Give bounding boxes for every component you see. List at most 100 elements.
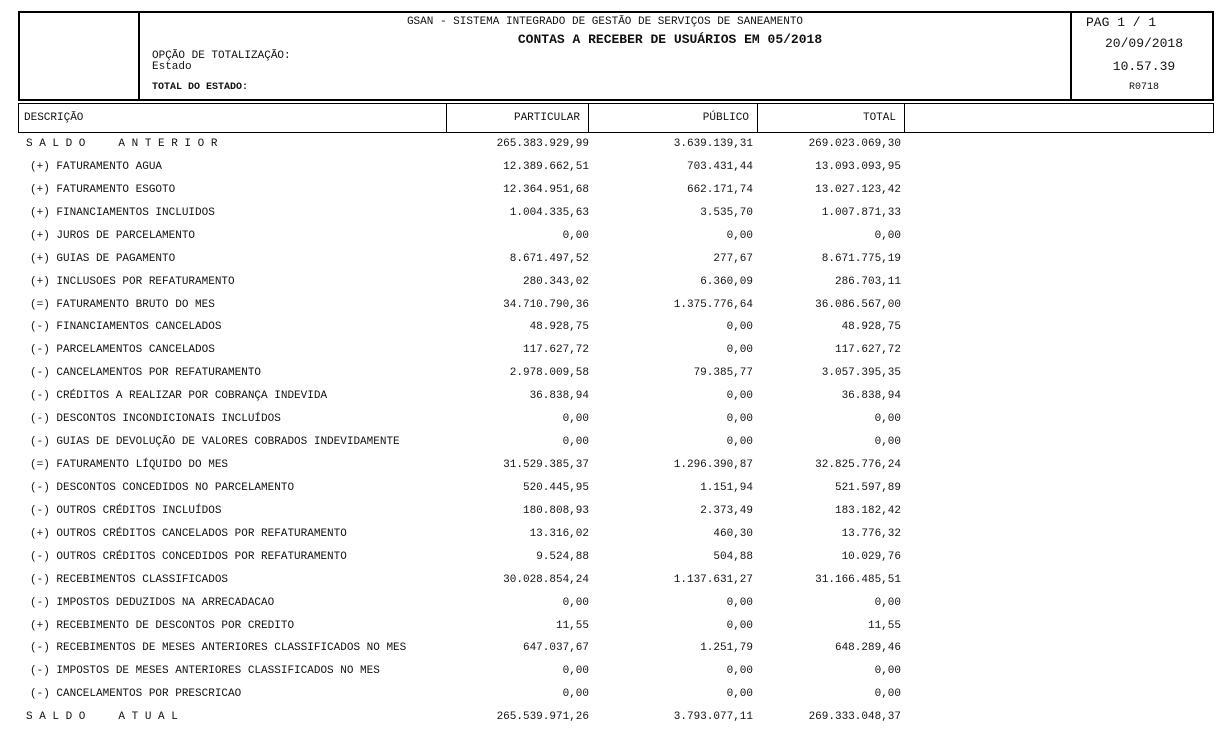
row-value: 31.166.485,51	[815, 573, 901, 586]
row-value: 12.389.662,51	[503, 160, 589, 173]
row-value: 0,00	[874, 596, 901, 609]
row-value: 31.529.385,37	[503, 459, 589, 472]
header-divider	[1070, 11, 1072, 101]
row-description: (-) CANCELAMENTOS POR REFATURAMENTO	[30, 367, 262, 380]
page-number: PAG 1 / 1	[1086, 15, 1157, 30]
row-value: 0,00	[874, 229, 901, 242]
row-description: (+) OUTROS CRÉDITOS CANCELADOS POR REFAT…	[30, 527, 347, 540]
row-value: 0,00	[562, 688, 589, 701]
row-value: 13.093.093,95	[815, 160, 901, 173]
row-description: (-) RECEBIMENTOS DE MESES ANTERIORES CLA…	[30, 642, 407, 655]
row-value: 183.182,42	[834, 504, 901, 517]
row-value: 0,00	[874, 436, 901, 449]
row-value: 8.671.775,19	[821, 252, 901, 265]
header-divider	[138, 11, 140, 101]
row-value: 1.004.335,63	[509, 206, 589, 219]
row-description: (+) FINANCIAMENTOS INCLUIDOS	[30, 206, 215, 219]
row-value: 662.171,74	[686, 183, 753, 196]
row-value: 3.793.077,11	[673, 711, 753, 724]
row-description: (-) OUTROS CRÉDITOS INCLUÍDOS	[30, 504, 222, 517]
row-value: 0,00	[874, 665, 901, 678]
row-description: (-) IMPOSTOS DE MESES ANTERIORES CLASSIF…	[30, 665, 380, 678]
row-value: 265.539.971,26	[496, 711, 589, 724]
row-description: (-) DESCONTOS INCONDICIONAIS INCLUÍDOS	[30, 413, 281, 426]
row-description: (-) IMPOSTOS DEDUZIDOS NA ARRECADACAO	[30, 596, 275, 609]
row-description: (-) FINANCIAMENTOS CANCELADOS	[30, 321, 222, 334]
row-value: 13.027.123,42	[815, 183, 901, 196]
row-description: (+) INCLUSOES POR REFATURAMENTO	[30, 275, 235, 288]
row-description: (-) OUTROS CRÉDITOS CONCEDIDOS POR REFAT…	[30, 550, 347, 563]
total-label: TOTAL DO ESTADO:	[152, 82, 249, 93]
row-value: 3.535,70	[700, 206, 753, 219]
report-date: 20/09/2018	[1104, 36, 1183, 51]
row-value: 0,00	[726, 436, 753, 449]
row-value: 0,00	[562, 413, 589, 426]
row-value: 460,30	[713, 527, 753, 540]
row-value: 703.431,44	[686, 160, 753, 173]
column-header-cell	[757, 103, 905, 133]
row-value: 0,00	[562, 229, 589, 242]
row-value: 269.023.069,30	[808, 138, 901, 150]
row-description: (-) RECEBIMENTOS CLASSIFICADOS	[30, 573, 229, 586]
row-description: (-) PARCELAMENTOS CANCELADOS	[30, 344, 215, 357]
row-value: 11,55	[555, 619, 589, 632]
row-value: 520.445,95	[522, 481, 589, 494]
row-description: (+) FATURAMENTO AGUA	[30, 160, 163, 173]
row-value: 117.627,72	[522, 344, 589, 357]
row-value: 0,00	[726, 688, 753, 701]
row-value: 36.086.567,00	[815, 298, 901, 311]
row-value: 0,00	[562, 436, 589, 449]
row-value: 648.289,46	[834, 642, 901, 655]
row-value: 0,00	[562, 596, 589, 609]
row-description: (+) GUIAS DE PAGAMENTO	[30, 252, 176, 265]
row-value: 0,00	[726, 321, 753, 334]
row-value: 0,00	[874, 413, 901, 426]
row-description: (+) JUROS DE PARCELAMENTO	[30, 229, 196, 242]
row-value: 13.776,32	[841, 527, 901, 540]
row-value: 0,00	[726, 344, 753, 357]
row-description: S A L D O A N T E R I O R	[26, 138, 218, 150]
row-value: 48.928,75	[841, 321, 901, 334]
row-value: 0,00	[726, 229, 753, 242]
report-time: 10.57.39	[1112, 59, 1176, 74]
row-value: 269.333.048,37	[808, 711, 901, 724]
row-value: 12.364.951,68	[503, 183, 589, 196]
row-description: (-) GUIAS DE DEVOLUÇÃO DE VALORES COBRAD…	[30, 436, 400, 449]
row-value: 117.627,72	[834, 344, 901, 357]
row-value: 6.360,09	[700, 275, 753, 288]
row-value: 280.343,02	[522, 275, 589, 288]
row-value: 2.978.009,58	[509, 367, 589, 380]
row-value: 180.808,93	[522, 504, 589, 517]
row-value: 8.671.497,52	[509, 252, 589, 265]
row-value: 32.825.776,24	[815, 459, 901, 472]
row-value: 36.838,94	[841, 390, 901, 403]
row-value: 34.710.790,36	[503, 298, 589, 311]
row-value: 1.151,94	[700, 481, 753, 494]
report-title: CONTAS A RECEBER DE USUÁRIOS EM 05/2018	[517, 32, 823, 47]
row-value: 11,55	[867, 619, 901, 632]
row-description: (-) CRÉDITOS A REALIZAR POR COBRANÇA IND…	[30, 390, 328, 403]
row-description: (-) DESCONTOS CONCEDIDOS NO PARCELAMENTO	[30, 481, 295, 494]
row-value: 0,00	[874, 688, 901, 701]
header-box	[18, 11, 1214, 101]
report-code: R0718	[1128, 82, 1159, 93]
row-description: (+) RECEBIMENTO DE DESCONTOS POR CREDITO	[30, 619, 295, 632]
row-description: (=) FATURAMENTO LÍQUIDO DO MES	[30, 459, 229, 472]
system-name: GSAN - SISTEMA INTEGRADO DE GESTÃO DE SE…	[406, 16, 804, 28]
row-value: 10.029,76	[841, 550, 901, 563]
row-value: 3.639.139,31	[673, 138, 753, 150]
row-value: 504,88	[713, 550, 753, 563]
row-value: 79.385,77	[693, 367, 753, 380]
row-value: 286.703,11	[834, 275, 901, 288]
row-value: 1.251,79	[700, 642, 753, 655]
row-value: 9.524,88	[536, 550, 589, 563]
row-value: 3.057.395,35	[821, 367, 901, 380]
row-value: 0,00	[562, 665, 589, 678]
row-value: 13.316,02	[529, 527, 589, 540]
row-value: 1.375.776,64	[673, 298, 753, 311]
row-value: 1.296.390,87	[673, 459, 753, 472]
row-value: 2.373,49	[700, 504, 753, 517]
option-label: OPÇÃO DE TOTALIZAÇÃO:	[152, 50, 291, 62]
row-value: 265.383.929,99	[496, 138, 589, 150]
